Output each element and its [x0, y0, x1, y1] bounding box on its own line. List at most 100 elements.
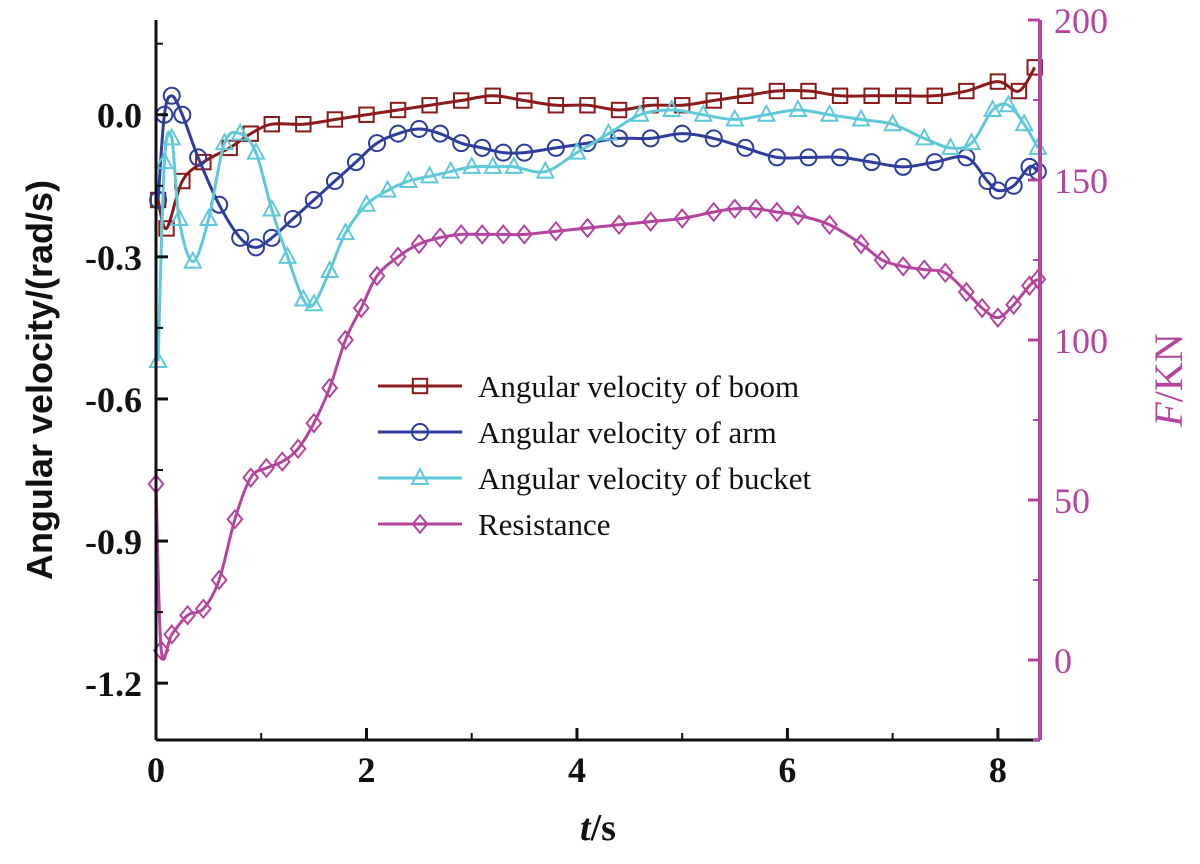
legend-marker — [411, 377, 429, 395]
data-point — [335, 222, 356, 241]
x-tick-label: 2 — [357, 750, 375, 790]
data-point — [162, 86, 181, 105]
data-point — [831, 148, 850, 167]
data-point — [661, 99, 682, 117]
data-point — [356, 193, 377, 212]
legend-label: Resistance — [478, 507, 611, 542]
data-point — [989, 73, 1007, 90]
data-point — [504, 155, 524, 174]
data-point — [958, 82, 975, 100]
data-point — [263, 116, 280, 133]
series-line — [156, 94, 1039, 249]
data-point — [546, 138, 565, 157]
data-point — [289, 438, 307, 460]
data-point — [641, 129, 660, 148]
data-point — [494, 143, 513, 162]
data-point — [747, 198, 765, 220]
data-point — [154, 151, 175, 170]
data-point — [210, 569, 228, 591]
data-point — [277, 245, 298, 264]
data-point — [231, 228, 250, 247]
y-tick-label: -0.9 — [85, 522, 142, 562]
data-point — [768, 82, 786, 100]
data-point — [368, 134, 386, 153]
data-point — [452, 92, 470, 109]
data-point — [704, 129, 723, 148]
data-point — [452, 134, 471, 153]
data-point — [961, 132, 982, 151]
data-point — [535, 160, 556, 179]
data-point — [398, 170, 419, 189]
data-point — [346, 153, 365, 172]
data-point — [821, 214, 839, 236]
legend-marker — [410, 467, 430, 485]
data-point — [431, 227, 449, 248]
data-point — [1004, 176, 1023, 195]
data-point — [410, 119, 429, 138]
data-point — [198, 208, 219, 226]
data-point — [978, 172, 997, 191]
data-point — [325, 172, 344, 191]
legend-label: Angular velocity of boom — [478, 369, 799, 404]
series-line — [156, 102, 1040, 362]
data-point — [431, 124, 450, 143]
y2-axis-label-var: F — [1146, 402, 1191, 428]
data-point — [610, 214, 628, 236]
x-axis-label: t/s — [580, 807, 616, 849]
data-point — [421, 97, 438, 114]
y2-tick-label: 150 — [1054, 161, 1108, 201]
y-tick-label: 0.0 — [97, 96, 142, 136]
data-point — [957, 281, 975, 303]
data-point — [894, 256, 912, 277]
data-point — [873, 249, 891, 271]
data-point — [242, 467, 260, 488]
data-point — [852, 233, 870, 255]
data-point — [246, 238, 265, 257]
data-point — [705, 201, 723, 223]
y2-tick-label: 100 — [1054, 321, 1108, 361]
data-point — [230, 122, 250, 141]
data-point — [226, 508, 244, 530]
data-point — [162, 127, 182, 146]
y-axis-label: Angular velocity/(rad/s) — [19, 180, 60, 580]
series-diamond — [147, 198, 1047, 661]
data-point — [515, 143, 534, 162]
data-point — [295, 116, 312, 133]
data-point — [440, 160, 461, 179]
data-point — [189, 148, 208, 167]
axis-ticks: 0 2 4 6 8 0.0 -0.3 -0.6 -0.9 -1.2 200 150 100 50 0 — [85, 1, 1108, 790]
data-point — [693, 103, 713, 122]
data-point — [419, 165, 440, 184]
data-point — [988, 181, 1007, 200]
data-point — [321, 377, 339, 399]
data-point — [705, 92, 722, 109]
data-point — [410, 233, 428, 255]
y-tick-label: -0.3 — [85, 238, 142, 278]
data-point — [673, 208, 691, 229]
legend-label: Angular velocity of bucket — [478, 461, 812, 496]
data-point — [547, 97, 565, 114]
data-point — [936, 262, 954, 284]
data-point — [989, 307, 1007, 328]
x-tick-label: 6 — [778, 750, 796, 790]
legend-item: Angular velocity of boom — [378, 369, 799, 404]
data-point — [352, 297, 370, 319]
data-point — [926, 87, 943, 104]
data-point — [1010, 82, 1028, 100]
data-point — [293, 288, 314, 307]
data-point — [819, 103, 840, 122]
x-tick-label: 0 — [147, 750, 165, 790]
series-square — [149, 59, 1043, 237]
legend-item: Resistance — [378, 507, 611, 542]
data-point — [173, 105, 192, 124]
data-point — [851, 108, 871, 127]
data-point — [473, 138, 492, 157]
data-point — [725, 108, 745, 127]
y2-tick-label: 0 — [1054, 641, 1072, 681]
data-point — [214, 132, 235, 151]
data-point — [915, 259, 933, 280]
data-point — [462, 155, 482, 174]
data-point — [737, 87, 754, 104]
data-point — [914, 127, 934, 146]
